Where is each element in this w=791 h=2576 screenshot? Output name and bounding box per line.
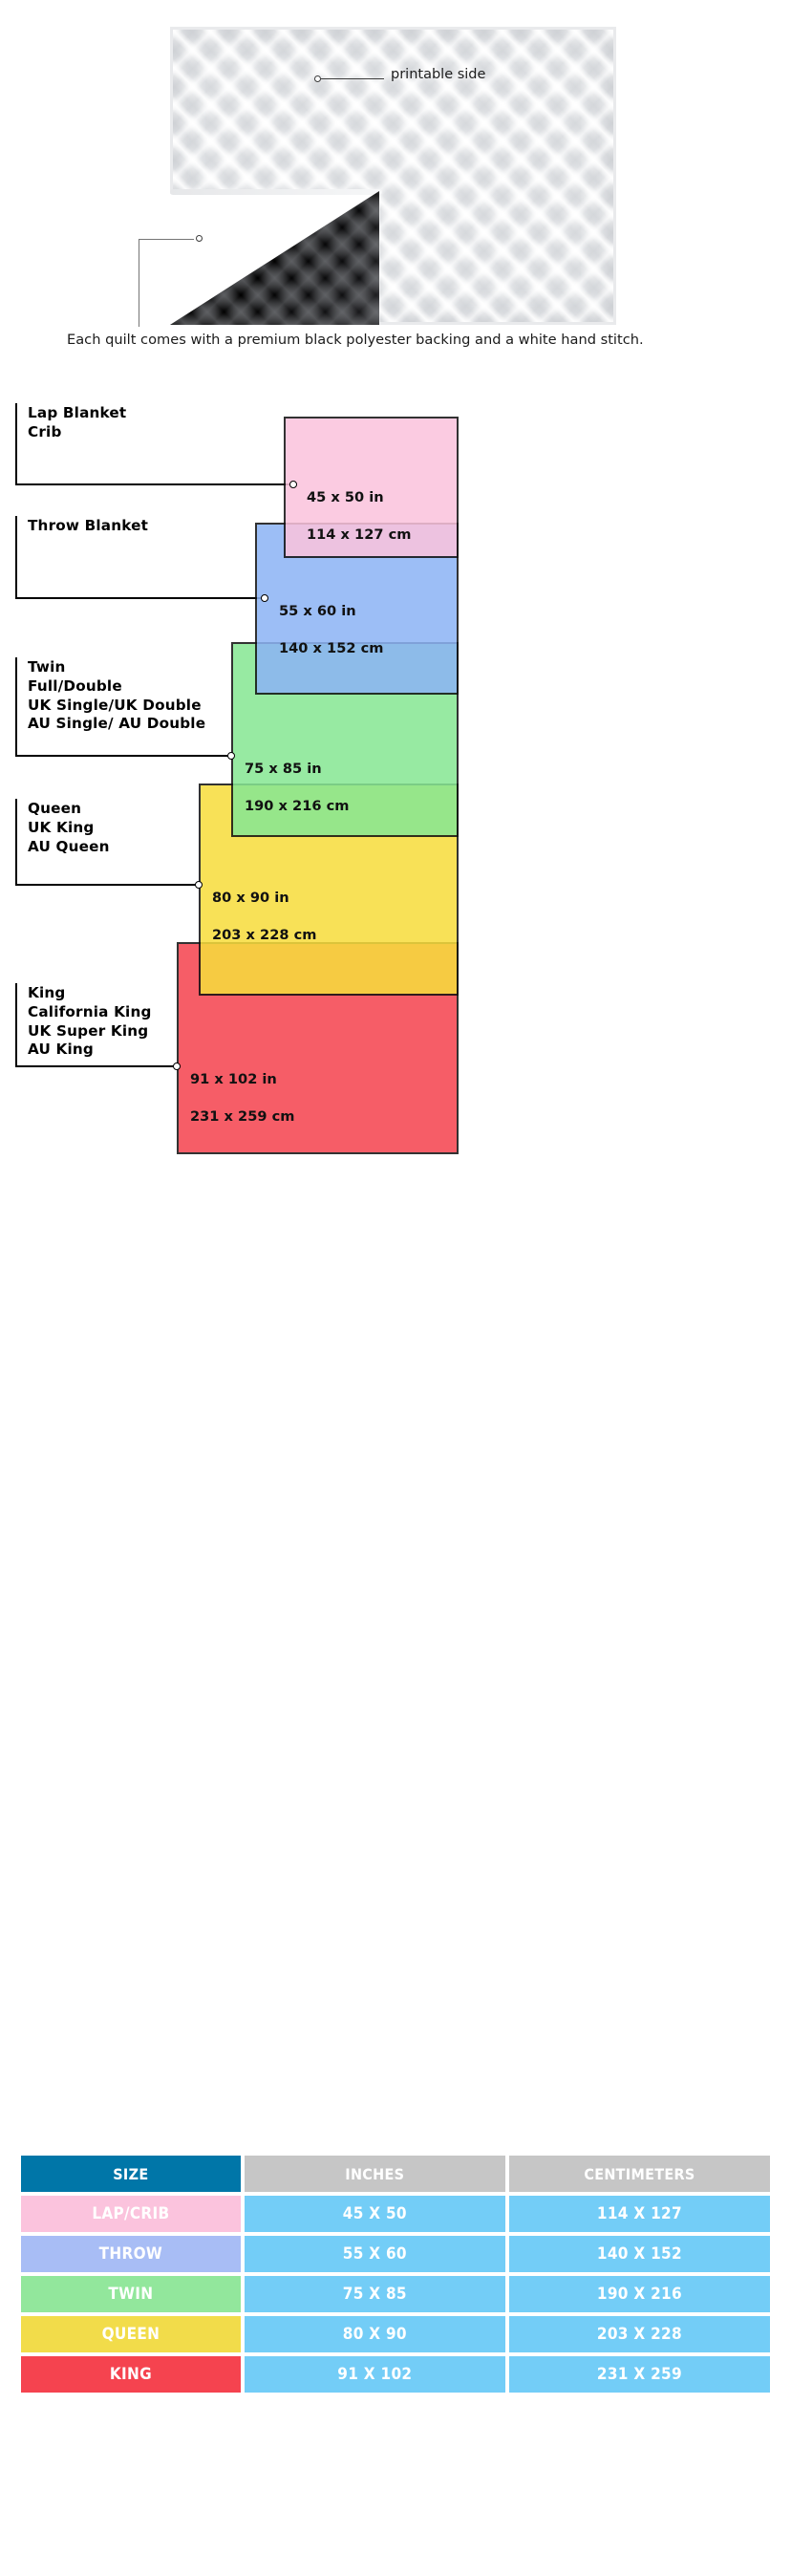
backing-callout-dot-icon [196,235,203,242]
printable-callout-line [321,78,384,79]
quilt-illustration [170,27,616,325]
dimension-inches-twin: 75 x 85 in [245,760,322,777]
dimension-inches-queen: 80 x 90 in [212,889,289,906]
dimension-text-throw: 55 x 60 in 140 x 152 cm [279,583,383,657]
table-cell-centimeters: 140 X 152 [508,2236,770,2272]
table-row: THROW 55 X 60 140 X 152 [21,2236,770,2272]
dimension-text-lap-crib: 45 x 50 in 114 x 127 cm [307,469,411,544]
leader-dot-twin-icon [227,752,235,760]
leader-line-king-horizontal [15,1065,175,1067]
dimension-text-queen: 80 x 90 in 203 x 228 cm [212,869,316,944]
size-comparison-diagram: Lap Blanket Crib 45 x 50 in 114 x 127 cm… [0,390,791,2110]
leader-line-king-vertical [15,983,17,1066]
table-cell-centimeters: 114 X 127 [508,2196,770,2232]
leader-line-throw-vertical [15,516,17,598]
table-cell-centimeters: 203 X 228 [508,2316,770,2352]
leader-line-queen-vertical [15,799,17,885]
table-header-size: SIZE [21,2156,241,2192]
table-cell-centimeters: 231 X 259 [508,2356,770,2393]
table-cell-size: KING [21,2356,241,2393]
table-cell-inches: 75 X 85 [244,2276,505,2312]
quilt-fold-edge [170,189,382,195]
size-label-queen: Queen UK King AU Queen [28,800,110,855]
table-header-row: SIZE INCHES CENTIMETERS [21,2156,770,2192]
dimension-cm-queen: 203 x 228 cm [212,926,317,943]
table-cell-size: QUEEN [21,2316,241,2352]
backing-callout-line-horizontal [139,239,194,240]
size-label-lap-crib: Lap Blanket Crib [28,404,127,440]
leader-line-lap-crib-horizontal [15,483,292,485]
leader-line-throw-horizontal [15,597,264,599]
dimension-cm-king: 231 x 259 cm [190,1107,295,1125]
size-rect-lap-crib [284,417,459,558]
leader-dot-lap-crib-icon [289,481,297,488]
size-label-twin: Twin Full/Double UK Single/UK Double AU … [28,658,206,733]
table-row: TWIN 75 X 85 190 X 216 [21,2276,770,2312]
table-cell-inches: 91 X 102 [244,2356,505,2393]
size-table-head: SIZE INCHES CENTIMETERS [21,2156,770,2192]
table-cell-size: TWIN [21,2276,241,2312]
size-label-king: King California King UK Super King AU Ki… [28,984,152,1059]
table-cell-inches: 55 X 60 [244,2236,505,2272]
printable-callout-dot-icon [314,75,321,82]
dimension-inches-throw: 55 x 60 in [279,602,356,619]
dimension-cm-twin: 190 x 216 cm [245,797,350,814]
leader-line-lap-crib-vertical [15,403,17,484]
table-cell-size: THROW [21,2236,241,2272]
table-header-inches: INCHES [244,2156,505,2192]
table-row: KING 91 X 102 231 X 259 [21,2356,770,2393]
leader-dot-king-icon [173,1063,181,1070]
printable-side-label: printable side [391,67,486,82]
size-table-body: LAP/CRIB 45 X 50 114 X 127 THROW 55 X 60 140 … [21,2196,770,2393]
size-table: SIZE INCHES CENTIMETERS LAP/CRIB 45 X 50 1… [17,2152,774,2396]
table-header-centimeters: CENTIMETERS [508,2156,770,2192]
leader-line-twin-vertical [15,657,17,756]
table-cell-size: LAP/CRIB [21,2196,241,2232]
dimension-text-king: 91 x 102 in 231 x 259 cm [190,1051,294,1126]
dimension-cm-throw: 140 x 152 cm [279,639,384,656]
dimension-text-twin: 75 x 85 in 190 x 216 cm [245,741,349,815]
table-cell-inches: 80 X 90 [244,2316,505,2352]
leader-line-twin-horizontal [15,755,229,757]
table-cell-inches: 45 X 50 [244,2196,505,2232]
dimension-cm-lap-crib: 114 x 127 cm [307,526,412,543]
table-row: QUEEN 80 X 90 203 X 228 [21,2316,770,2352]
product-image-section: printable side Each quilt comes with a p… [0,0,791,382]
table-cell-centimeters: 190 X 216 [508,2276,770,2312]
dimension-inches-lap-crib: 45 x 50 in [307,488,384,505]
size-label-throw: Throw Blanket [28,517,149,534]
leader-dot-queen-icon [195,881,203,889]
size-table-container: SIZE INCHES CENTIMETERS LAP/CRIB 45 X 50 1… [17,2152,774,2396]
quilt-black-backing [170,191,379,325]
leader-line-queen-horizontal [15,884,197,886]
product-caption: Each quilt comes with a premium black po… [67,332,644,348]
table-row: LAP/CRIB 45 X 50 114 X 127 [21,2196,770,2232]
leader-dot-throw-icon [261,594,268,602]
dimension-inches-king: 91 x 102 in [190,1070,277,1087]
